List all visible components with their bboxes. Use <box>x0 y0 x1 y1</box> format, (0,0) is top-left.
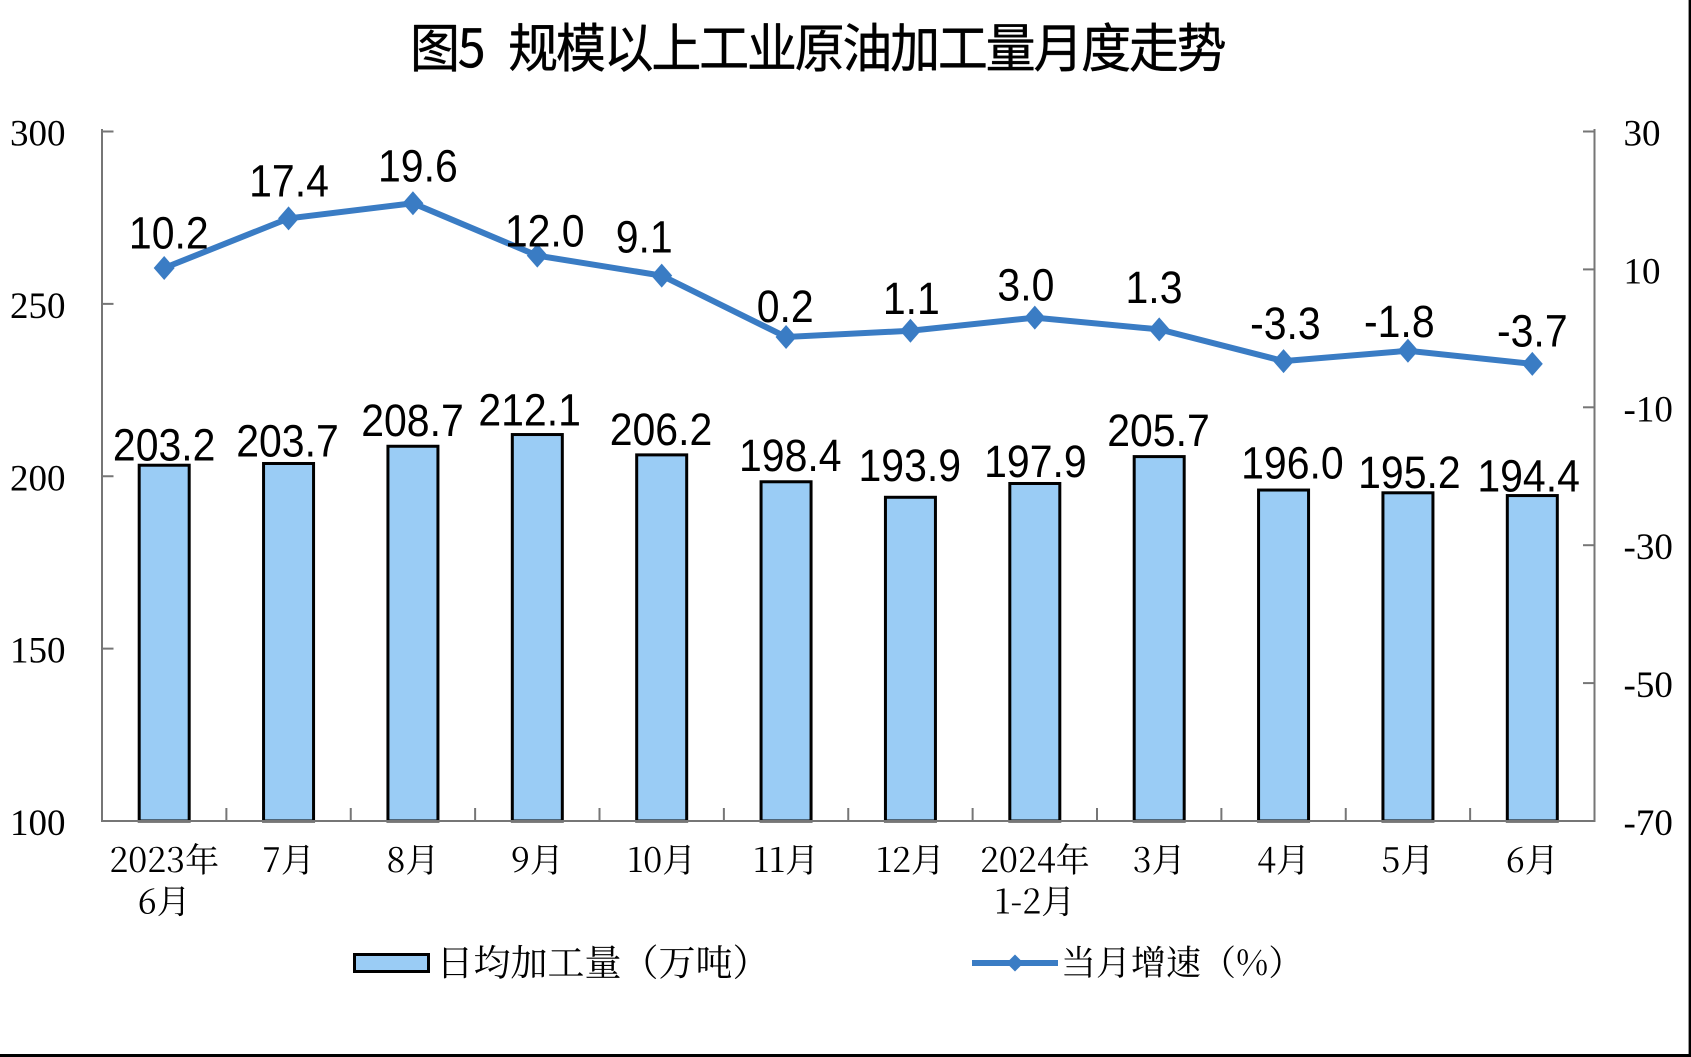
svg-text:0.2: 0.2 <box>757 282 814 332</box>
svg-text:10.2: 10.2 <box>129 209 209 259</box>
svg-text:195.2: 195.2 <box>1358 448 1461 498</box>
svg-text:30: 30 <box>1624 114 1661 155</box>
svg-text:197.9: 197.9 <box>984 437 1087 487</box>
svg-text:196.0: 196.0 <box>1241 439 1344 489</box>
svg-text:-50: -50 <box>1624 665 1673 706</box>
svg-text:208.7: 208.7 <box>361 396 464 446</box>
svg-text:150: 150 <box>10 631 66 672</box>
svg-text:-70: -70 <box>1624 803 1673 844</box>
svg-text:-30: -30 <box>1624 527 1673 568</box>
svg-text:12.0: 12.0 <box>505 207 585 257</box>
svg-text:-1.8: -1.8 <box>1364 297 1435 347</box>
svg-text:3.0: 3.0 <box>997 261 1054 311</box>
svg-text:-3.7: -3.7 <box>1497 307 1568 357</box>
svg-text:194.4: 194.4 <box>1477 452 1580 502</box>
svg-text:-10: -10 <box>1624 389 1673 430</box>
svg-text:100: 100 <box>10 803 66 844</box>
svg-text:9.1: 9.1 <box>616 213 673 263</box>
svg-text:198.4: 198.4 <box>739 431 842 481</box>
svg-text:203.7: 203.7 <box>236 417 339 467</box>
svg-text:300: 300 <box>10 114 66 155</box>
svg-text:10: 10 <box>1624 251 1661 292</box>
svg-text:203.2: 203.2 <box>113 421 216 471</box>
svg-text:1.3: 1.3 <box>1126 263 1183 313</box>
svg-text:200: 200 <box>10 458 66 499</box>
svg-text:212.1: 212.1 <box>478 386 581 436</box>
svg-text:1.1: 1.1 <box>883 274 940 324</box>
svg-text:205.7: 205.7 <box>1107 406 1210 456</box>
svg-text:250: 250 <box>10 286 66 327</box>
svg-text:17.4: 17.4 <box>249 157 329 207</box>
svg-text:-3.3: -3.3 <box>1250 299 1321 349</box>
svg-text:193.9: 193.9 <box>859 441 962 491</box>
svg-text:19.6: 19.6 <box>378 142 458 192</box>
svg-text:206.2: 206.2 <box>610 405 713 455</box>
